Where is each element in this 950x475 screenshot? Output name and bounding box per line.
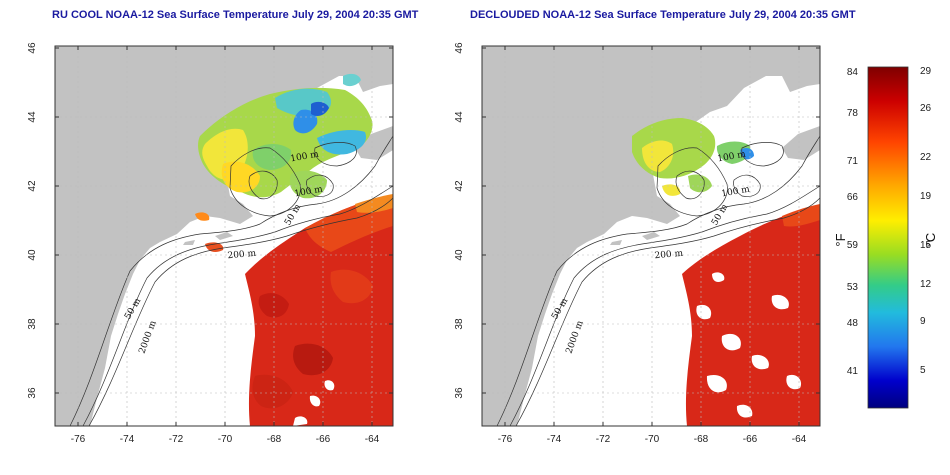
colorbar-c-tick: 19 bbox=[920, 191, 932, 202]
colorbar-c-tick: 22 bbox=[920, 152, 932, 163]
colorbar-f-tick: 66 bbox=[847, 192, 859, 203]
colorbar: 84 78 71 66 59 53 48 41 29 26 22 19 15 12 9 5 °F °C bbox=[833, 66, 938, 409]
left-map bbox=[54, 45, 394, 427]
colorbar-c-tick: 26 bbox=[920, 103, 932, 114]
longitude-tick-label: -64 bbox=[365, 434, 380, 445]
isobath-label: 100 m bbox=[290, 150, 320, 165]
colorbar-gradient bbox=[867, 66, 909, 409]
colorbar-f-tick: 71 bbox=[847, 156, 859, 167]
left-sst-south-patch bbox=[195, 194, 393, 426]
longitude-tick-label: -76 bbox=[71, 434, 86, 445]
colorbar-f-tick: 78 bbox=[847, 108, 859, 119]
longitude-tick-label: -74 bbox=[120, 434, 135, 445]
colorbar-f-tick: 41 bbox=[847, 366, 859, 377]
left-latitude-labels: 46 44 42 40 38 36 bbox=[27, 42, 38, 399]
left-map-title: RU COOL NOAA-12 Sea Surface Temperature … bbox=[52, 9, 419, 21]
right-map-title: DECLOUDED NOAA-12 Sea Surface Temperatur… bbox=[470, 9, 856, 21]
latitude-tick-label: 36 bbox=[27, 387, 38, 399]
isobath-label: 100 m bbox=[294, 185, 324, 200]
colorbar-c-tick: 12 bbox=[920, 279, 932, 290]
colorbar-f-tick: 59 bbox=[847, 240, 859, 251]
right-sst-south-patch bbox=[682, 204, 820, 426]
longitude-tick-label: -64 bbox=[792, 434, 807, 445]
isobath-label: 100 m bbox=[721, 185, 751, 200]
longitude-tick-label: -66 bbox=[743, 434, 758, 445]
left-longitude-labels: -76 -74 -72 -70 -68 -66 -64 bbox=[71, 434, 380, 445]
colorbar-f-tick: 48 bbox=[847, 318, 859, 329]
latitude-tick-label: 44 bbox=[27, 111, 38, 123]
longitude-tick-label: -76 bbox=[498, 434, 513, 445]
longitude-tick-label: -68 bbox=[267, 434, 282, 445]
longitude-tick-label: -68 bbox=[694, 434, 709, 445]
colorbar-c-label: °C bbox=[923, 233, 938, 248]
latitude-tick-label: 42 bbox=[454, 180, 465, 192]
longitude-tick-label: -72 bbox=[169, 434, 184, 445]
right-latitude-labels: 46 44 42 40 38 36 bbox=[454, 42, 465, 399]
right-longitude-labels: -76 -74 -72 -70 -68 -66 -64 bbox=[498, 434, 807, 445]
colorbar-f-label: °F bbox=[833, 233, 848, 246]
colorbar-f-tick: 53 bbox=[847, 282, 859, 293]
isobath-label: 100 m bbox=[717, 150, 747, 165]
latitude-tick-label: 42 bbox=[27, 180, 38, 192]
longitude-tick-label: -72 bbox=[596, 434, 611, 445]
longitude-tick-label: -70 bbox=[645, 434, 660, 445]
longitude-tick-label: -74 bbox=[547, 434, 562, 445]
isobath-label: 200 m bbox=[654, 249, 684, 261]
colorbar-f-tick: 84 bbox=[847, 67, 859, 78]
latitude-tick-label: 46 bbox=[454, 42, 465, 54]
latitude-tick-label: 36 bbox=[454, 387, 465, 399]
right-sst-north-patch bbox=[632, 118, 754, 196]
longitude-tick-label: -70 bbox=[218, 434, 233, 445]
latitude-tick-label: 38 bbox=[454, 318, 465, 330]
latitude-tick-label: 44 bbox=[454, 111, 465, 123]
right-map bbox=[481, 45, 821, 427]
colorbar-c-tick: 15 bbox=[920, 240, 932, 251]
colorbar-c-tick: 29 bbox=[920, 66, 932, 77]
colorbar-c-tick: 9 bbox=[920, 316, 926, 327]
latitude-tick-label: 46 bbox=[27, 42, 38, 54]
colorbar-c-tick: 5 bbox=[920, 365, 926, 376]
latitude-tick-label: 40 bbox=[454, 249, 465, 261]
latitude-tick-label: 40 bbox=[27, 249, 38, 261]
left-sst-north-patch bbox=[198, 73, 373, 199]
latitude-tick-label: 38 bbox=[27, 318, 38, 330]
isobath-label: 200 m bbox=[227, 249, 257, 261]
longitude-tick-label: -66 bbox=[316, 434, 331, 445]
